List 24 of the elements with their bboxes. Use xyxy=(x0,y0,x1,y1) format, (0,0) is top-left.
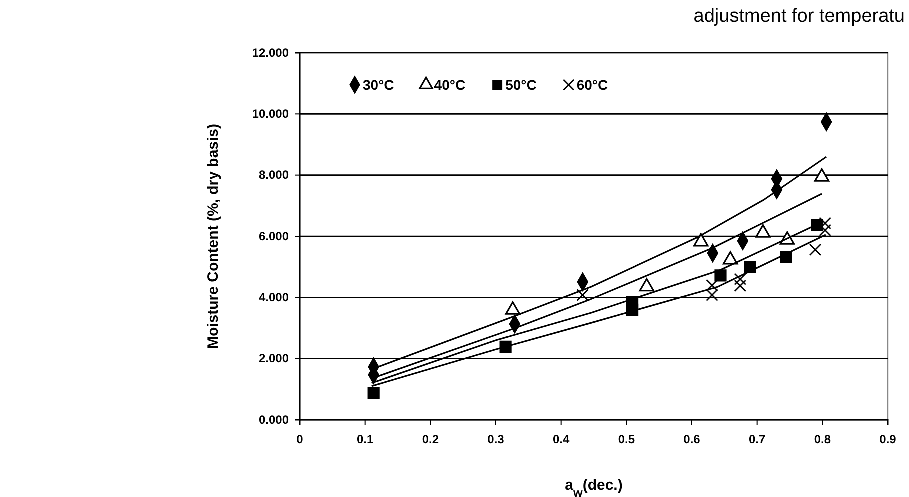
y-tick-label: 12.000 xyxy=(252,46,290,60)
legend-label: 60°C xyxy=(576,77,608,93)
x-tick-label: 0.2 xyxy=(422,432,440,447)
x-tick-label: 0.4 xyxy=(552,432,570,447)
y-tick-label: 2.000 xyxy=(258,352,290,366)
x-tick-label: 0.5 xyxy=(618,432,636,447)
y-tick-label: 0.000 xyxy=(258,412,290,427)
y-tick-label: 4.000 xyxy=(258,290,290,305)
text: adjustment for temperatu xyxy=(694,6,905,27)
x-tick-label: 0.7 xyxy=(748,432,766,447)
x-tick-label: 0.9 xyxy=(880,432,897,447)
y-tick-label: 6.000 xyxy=(258,229,290,244)
x-tick-label: 0.3 xyxy=(488,432,505,447)
x-tick-label: 0.1 xyxy=(356,432,374,447)
y-tick-label: 8.000 xyxy=(258,168,290,182)
x-tick-label: 0 xyxy=(296,432,304,447)
legend-label: 50°C xyxy=(506,77,537,93)
legend-label: 30°C xyxy=(363,77,394,93)
y-tick-label: 10.000 xyxy=(252,107,290,122)
x-tick-label: 0.6 xyxy=(684,432,701,447)
legend-label: 40°C xyxy=(434,77,466,93)
y-axis-title: Moisture Content (%, dry basis) xyxy=(205,124,222,350)
x-tick-label: 0.8 xyxy=(814,432,832,447)
x-axis-title: a$_{w}$(dec.) xyxy=(565,477,623,497)
